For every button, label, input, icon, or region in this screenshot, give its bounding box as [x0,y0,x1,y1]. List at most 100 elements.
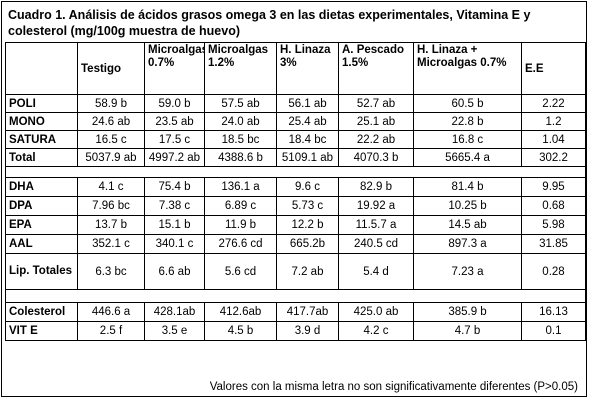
table-cell: 0.68 [521,196,586,216]
table-cell: 2.22 [521,94,586,113]
table-cell: 352.1 c [77,234,145,254]
table-cell: 13.7 b [77,215,145,235]
table-cell: 5665.4 a [413,148,522,167]
table-cell: 18.4 bc [276,130,339,149]
table-cell: 5.73 c [276,196,339,216]
header-cell-linaza-microalgas: H. Linaza + Microalgas 0.7% [413,42,522,95]
table-cell: 11.5.7 a [338,215,414,235]
table-cell: 75.4 b [144,177,205,197]
header-cell-ee: E.E [521,42,586,95]
table-row: SATURA 16.5 c 17.5 c 18.5 bc 18.4 bc 22.… [5,130,586,149]
header-cell-h-linaza: H. Linaza 3% [276,42,339,95]
row-label: SATURA [5,130,78,149]
row-label: Total [5,148,78,167]
table-cell: 417.7ab [276,302,339,322]
table-cell: 6.6 ab [144,253,205,290]
table-cell: 4070.3 b [338,148,414,167]
table-cell: 24.0 ab [204,112,277,131]
row-label: Colesterol [5,302,78,322]
table-row: Total 5037.9 ab 4997.2 ab 4388.6 b 5109.… [5,148,586,167]
table-cell: 16.13 [521,302,586,322]
table-cell: 52.7 ab [338,94,414,113]
row-label: POLI [5,94,78,113]
table-cell: 5.98 [521,215,586,235]
table-row: DHA 4.1 c 75.4 b 136.1 a 9.6 c 82.9 b 81… [5,177,586,197]
row-label: AAL [5,234,78,254]
row-label: DHA [5,177,78,197]
spacer-cell [5,166,586,178]
table-cell: 5037.9 ab [77,148,145,167]
table-cell: 15.1 b [144,215,205,235]
table-cell: 11.9 b [204,215,277,235]
table-cell: 57.5 ab [204,94,277,113]
table-cell: 425.0 ab [338,302,414,322]
table-cell: 6.89 c [204,196,277,216]
table-cell: 10.25 b [413,196,522,216]
table-cell: 3.9 d [276,321,339,341]
row-label: Lip. Totales [5,253,78,290]
table-cell: 4.1 c [77,177,145,197]
table-cell: 4.5 b [204,321,277,341]
table-cell: 9.95 [521,177,586,197]
data-table: Testigo Microalgas 0.7% Microalgas 1.2% … [5,42,586,341]
table-cell: 5.6 cd [204,253,277,290]
table-cell: 276.6 cd [204,234,277,254]
table-row: EPA 13.7 b 15.1 b 11.9 b 12.2 b 11.5.7 a… [5,215,586,235]
table-cell: 60.5 b [413,94,522,113]
header-cell-microalgas-12: Microalgas 1.2% [204,42,277,95]
table-cell: 24.6 ab [77,112,145,131]
table-cell: 4388.6 b [204,148,277,167]
table-cell: 81.4 b [413,177,522,197]
table-row: Lip. Totales 6.3 bc 6.6 ab 5.6 cd 7.2 ab… [5,253,586,290]
table-cell: 1.04 [521,130,586,149]
table-title: Cuadro 1. Análisis de ácidos grasos omeg… [8,8,531,38]
table-cell: 5.4 d [338,253,414,290]
table-cell: 16.8 c [413,130,522,149]
table-cell: 1.2 [521,112,586,131]
header-cell-a-pescado: A. Pescado 1.5% [338,42,414,95]
table-spacer-row [5,166,586,178]
table-cell: 4997.2 ab [144,148,205,167]
table-cell: 3.5 e [144,321,205,341]
table-cell: 82.9 b [338,177,414,197]
row-label: DPA [5,196,78,216]
table-cell: 2.5 f [77,321,145,341]
table-cell: 136.1 a [204,177,277,197]
table-row: VIT E 2.5 f 3.5 e 4.5 b 3.9 d 4.2 c 4.7 … [5,321,586,341]
table-footnote: Valores con la misma letra no son signif… [209,381,578,393]
table-row: AAL 352.1 c 340.1 c 276.6 cd 665.2b 240.… [5,234,586,254]
table-cell: 340.1 c [144,234,205,254]
table-cell: 56.1 ab [276,94,339,113]
table-cell: 0.28 [521,253,586,290]
table-cell: 19.92 a [338,196,414,216]
table-cell: 17.5 c [144,130,205,149]
header-cell-microalgas-07: Microalgas 0.7% [144,42,205,95]
table-cell: 897.3 a [413,234,522,254]
table-cell: 7.23 a [413,253,522,290]
table-cell: 18.5 bc [204,130,277,149]
table-cell: 0.1 [521,321,586,341]
table-cell: 22.8 b [413,112,522,131]
spacer-cell [5,289,586,303]
table-cell: 25.1 ab [338,112,414,131]
table-spacer-row [5,289,586,303]
table-cell: 446.6 a [77,302,145,322]
table-cell: 7.96 bc [77,196,145,216]
table-cell: 412.6ab [204,302,277,322]
table-cell: 385.9 b [413,302,522,322]
table-cell: 58.9 b [77,94,145,113]
table-row: MONO 24.6 ab 23.5 ab 24.0 ab 25.4 ab 25.… [5,112,586,131]
header-cell-testigo: Testigo [77,42,145,95]
row-label: MONO [5,112,78,131]
table-cell: 665.2b [276,234,339,254]
table-cell: 6.3 bc [77,253,145,290]
row-label: VIT E [5,321,78,341]
table-cell: 59.0 b [144,94,205,113]
header-row: Testigo Microalgas 0.7% Microalgas 1.2% … [5,42,586,95]
table-cell: 25.4 ab [276,112,339,131]
table-cell: 22.2 ab [338,130,414,149]
table-cell: 9.6 c [276,177,339,197]
table-cell: 14.5 ab [413,215,522,235]
table-cell: 4.7 b [413,321,522,341]
